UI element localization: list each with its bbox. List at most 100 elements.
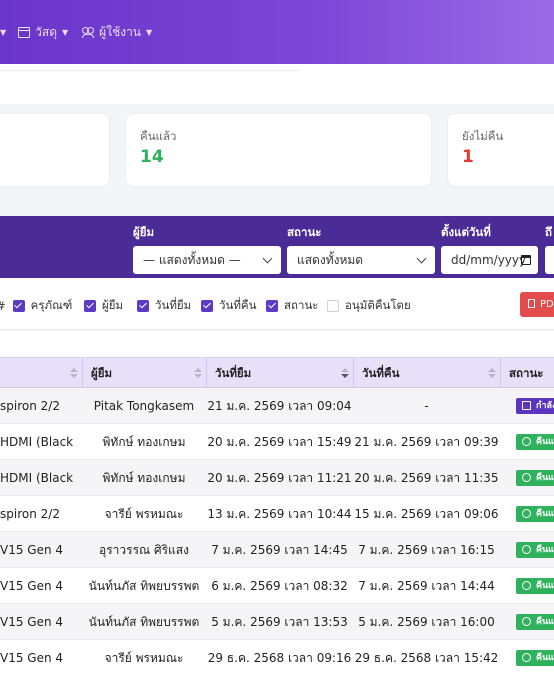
from-date-input[interactable]: dd/mm/yyyy: [441, 246, 538, 274]
check-circle-icon: [522, 437, 531, 446]
cell-item: HDMI (Black: [0, 471, 74, 485]
cell-item: spiron 2/2: [0, 507, 60, 521]
cell-return-date: 29 ธ.ค. 2568 เวลา 15:42: [354, 651, 499, 665]
table-header: ผู้ยืม วันที่ยืม วันที่คืน สถานะ: [0, 357, 554, 388]
status-badge: คืนแ: [516, 650, 554, 666]
status-select[interactable]: แสดงทั้งหมด: [287, 246, 435, 274]
toggle-return-date[interactable]: วันที่คืน: [201, 297, 256, 315]
filter-to-date-label: ถึ: [545, 225, 552, 239]
status-badge: กำลัง: [516, 398, 554, 414]
th-equipment[interactable]: [0, 358, 82, 388]
stat-card-returned: คืนแล้ว 14: [125, 113, 432, 187]
cell-borrower: Pitak Tongkasem: [93, 399, 195, 413]
status-badge-label: กำลัง: [536, 401, 554, 411]
stat-not-returned-value: 1: [462, 147, 474, 167]
users-icon: [82, 26, 95, 38]
cell-borrower: จารีย์ พรหมณะ: [104, 507, 184, 521]
caret-down-icon: ▼: [146, 27, 153, 37]
check-circle-icon: [522, 581, 531, 590]
cell-borrower: อุราวรรณ ศิริแสง: [99, 543, 189, 557]
th-borrow-date-label: วันที่ยืม: [215, 366, 252, 380]
stat-returned-value: 14: [140, 147, 164, 167]
cell-return-date: -: [424, 399, 429, 413]
table-body: spiron 2/2 Pitak Tongkasem 21 ม.ค. 2569 เว…: [0, 388, 554, 674]
th-status[interactable]: สถานะ: [500, 358, 554, 388]
toggle-borrow-date[interactable]: วันที่ยืม: [137, 297, 191, 315]
check-circle-icon: [522, 545, 531, 554]
export-pdf-button[interactable]: PD: [520, 292, 554, 317]
cell-borrower: นันท์นภัส ทิพยบรรพต: [88, 615, 200, 629]
top-navbar: ▼ วัสดุ ▼ ผู้ใช้งาน ▼: [0, 0, 554, 64]
cell-item: V15 Gen 4: [0, 543, 64, 557]
filter-panel: ผู้ยืม — แสดงทั้งหมด — สถานะ แสดงทั้งหมด…: [0, 216, 554, 278]
borrow-history-table: ผู้ยืม วันที่ยืม วันที่คืน สถานะ spiron …: [0, 357, 554, 674]
stat-card-not-returned: ยังไม่คืน 1: [447, 113, 554, 187]
export-pdf-label: PD: [540, 299, 554, 310]
status-badge-label: คืนแ: [536, 473, 554, 483]
status-badge-label: คืนแ: [536, 545, 554, 555]
cell-return-date: 5 ม.ค. 2569 เวลา 16:00: [358, 615, 495, 629]
toggle-approved-by-label: อนุมัติคืนโดย: [345, 298, 411, 312]
cell-item: V15 Gen 4: [0, 615, 64, 629]
filter-status-label: สถานะ: [287, 225, 322, 239]
table-row[interactable]: HDMI (Black พิทักษ์ ทองเกษม 20 ม.ค. 2569 เ…: [0, 460, 554, 496]
toggle-status-label: สถานะ: [284, 298, 319, 312]
to-date-input[interactable]: [545, 246, 554, 274]
status-badge: คืนแ: [516, 614, 554, 630]
calendar-icon[interactable]: [521, 255, 531, 265]
nav-menu-prev[interactable]: ▼: [0, 28, 6, 37]
toggle-approved-by[interactable]: อนุมัติคืนโดย: [327, 297, 411, 315]
from-date-placeholder: dd/mm/yyyy: [451, 253, 527, 267]
column-toggle-bar: # ครุภัณฑ์ ผู้ยืม วันที่ยืม วันที่คืน สถ…: [0, 278, 554, 330]
cell-borrow-date: 29 ธ.ค. 2568 เวลา 09:16: [207, 651, 352, 665]
chevron-down-icon: [262, 253, 273, 264]
table-row[interactable]: V15 Gen 4 อุราวรรณ ศิริแสง 7 ม.ค. 2569 เวล…: [0, 532, 554, 568]
stat-not-returned-label: ยังไม่คืน: [462, 129, 504, 143]
checkbox-borrow-date[interactable]: [137, 300, 149, 312]
status-badge: คืนแ: [516, 578, 554, 594]
nav-menu-materials[interactable]: วัสดุ ▼: [18, 23, 68, 42]
cell-borrower: พิทักษ์ ทองเกษม: [102, 435, 186, 449]
caret-down-icon: ▼: [62, 27, 69, 37]
checkbox-borrower[interactable]: [84, 300, 96, 312]
page-header-band: [0, 64, 554, 104]
table-row[interactable]: HDMI (Black พิทักษ์ ทองเกษม 20 ม.ค. 2569 เ…: [0, 424, 554, 460]
cell-item: spiron 2/2: [0, 399, 60, 413]
stat-card-partial: [0, 113, 110, 187]
cell-return-date: 7 ม.ค. 2569 เวลา 16:15: [358, 543, 495, 557]
checkbox-status[interactable]: [266, 300, 278, 312]
cell-borrow-date: 7 ม.ค. 2569 เวลา 14:45: [211, 543, 348, 557]
toggle-borrow-date-label: วันที่ยืม: [155, 298, 192, 312]
table-row[interactable]: V15 Gen 4 จารีย์ พรหมณะ 29 ธ.ค. 2568 เวลา …: [0, 640, 554, 674]
check-circle-icon: [522, 509, 531, 518]
table-row[interactable]: V15 Gen 4 นันท์นภัส ทิพยบรรพต 5 ม.ค. 2569 …: [0, 604, 554, 640]
nav-menu-users[interactable]: ผู้ใช้งาน ▼: [82, 23, 152, 42]
checkbox-approved-by[interactable]: [327, 300, 339, 312]
toggle-hash-label: #: [0, 299, 6, 313]
th-borrow-date[interactable]: วันที่ยืม: [206, 358, 353, 388]
toggle-hash[interactable]: # ครุภัณฑ์: [0, 297, 72, 315]
external-link-icon: [522, 401, 531, 410]
cell-borrow-date: 13 ม.ค. 2569 เวลา 10:44: [207, 507, 352, 521]
toggle-borrower[interactable]: ผู้ยืม: [84, 297, 123, 315]
stat-returned-label: คืนแล้ว: [140, 129, 177, 143]
checkbox-return-date[interactable]: [201, 300, 213, 312]
cell-item: V15 Gen 4: [0, 651, 64, 665]
borrower-select[interactable]: — แสดงทั้งหมด —: [133, 246, 281, 274]
toggle-borrower-label: ผู้ยืม: [102, 298, 124, 312]
toggle-status[interactable]: สถานะ: [266, 297, 318, 315]
th-return-date[interactable]: วันที่คืน: [353, 358, 500, 388]
status-badge: คืนแ: [516, 470, 554, 486]
cell-return-date: 15 ม.ค. 2569 เวลา 09:06: [354, 507, 499, 521]
table-row[interactable]: spiron 2/2 Pitak Tongkasem 21 ม.ค. 2569 เว…: [0, 388, 554, 424]
cell-borrower: พิทักษ์ ทองเกษม: [102, 471, 186, 485]
table-row[interactable]: V15 Gen 4 นันท์นภัส ทิพยบรรพต 6 ม.ค. 2569 …: [0, 568, 554, 604]
table-spacer: [0, 331, 554, 357]
checkbox-equipment[interactable]: [12, 300, 25, 312]
table-row[interactable]: spiron 2/2 จารีย์ พรหมณะ 13 ม.ค. 2569 เวลา…: [0, 496, 554, 532]
th-borrower[interactable]: ผู้ยืม: [82, 358, 206, 388]
pdf-file-icon: [528, 299, 535, 308]
status-badge-label: คืนแ: [536, 653, 554, 663]
box-icon: [18, 26, 31, 38]
status-badge-label: คืนแ: [536, 509, 554, 519]
